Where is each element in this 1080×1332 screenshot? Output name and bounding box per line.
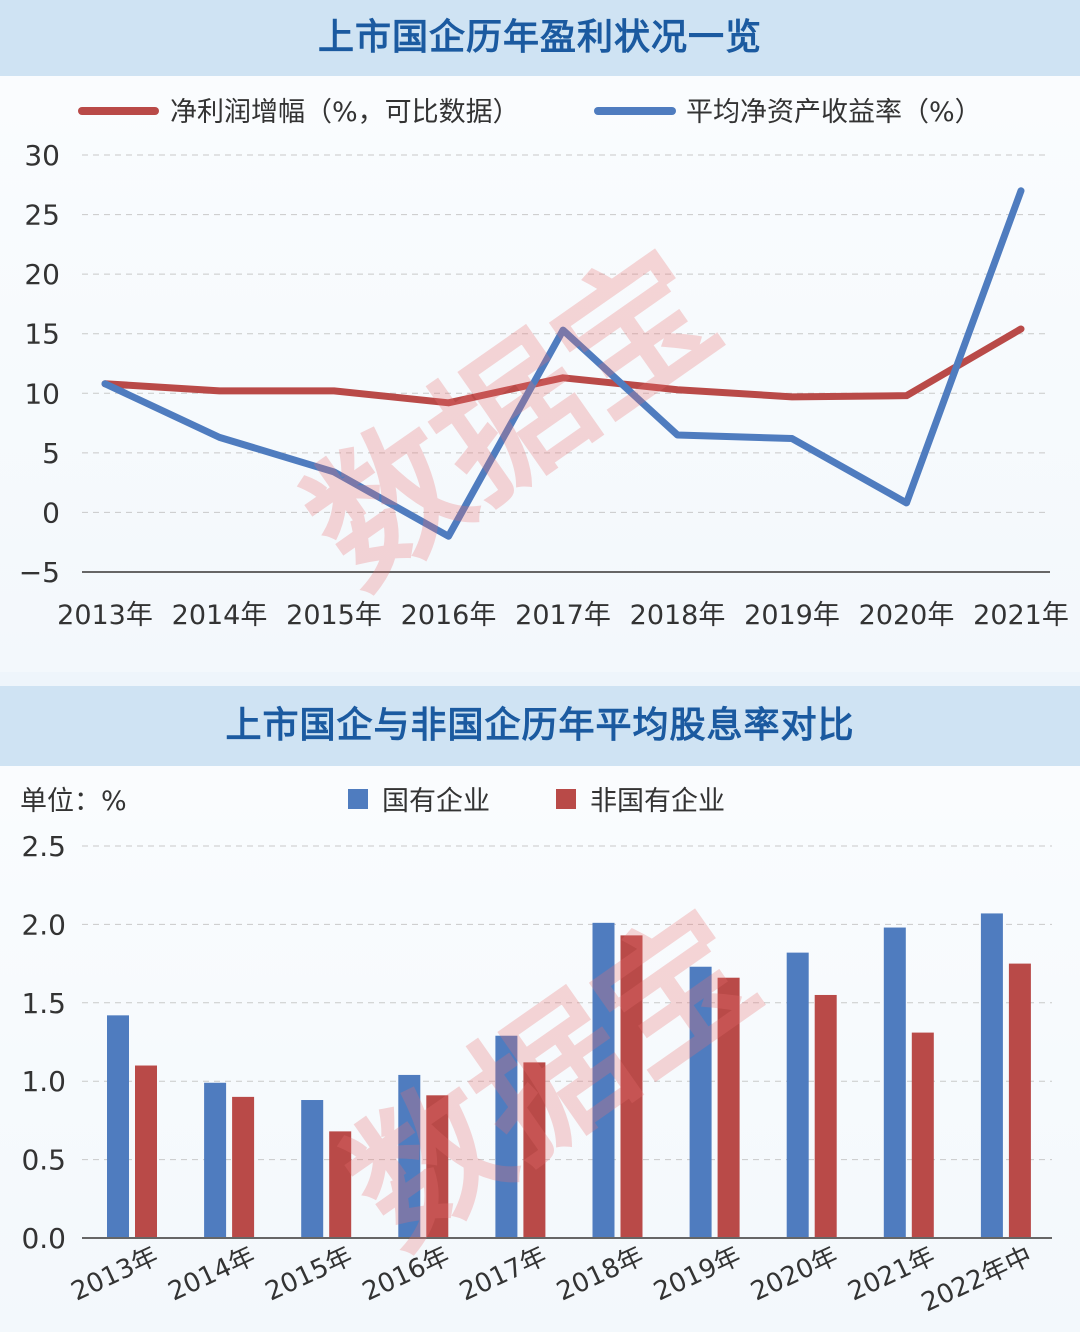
bar-0 [398,1074,421,1238]
y-tick-label: 0 [42,496,60,529]
x-tick-label: 2015年 [261,1241,357,1307]
bar-0 [107,1015,129,1238]
y-tick-label: 20 [24,258,60,291]
legend-label-1: 平均净资产收益率（%） [686,97,982,128]
y-tick-label: 2.0 [21,908,66,941]
dividend-chart-title: 上市国企与非国企历年平均股息率对比 [0,686,1080,766]
x-tick-label: 2016年 [401,600,497,631]
y-tick-label: 25 [24,199,60,232]
x-tick-label: 2014年 [164,1241,260,1307]
bar-1 [717,977,740,1238]
y-tick-label: 15 [24,318,60,351]
bar-0 [204,1082,227,1238]
y-tick-label: 10 [24,377,60,410]
legend-label-1: 非国有企业 [590,786,725,817]
bar-0 [786,952,809,1238]
x-tick-label: 2019年 [649,1241,745,1307]
y-tick-label: 0.0 [21,1222,66,1255]
unit-label: 单位：% [20,786,127,817]
bar-1 [329,1131,352,1238]
legend-swatch-1 [556,789,576,809]
y-tick-label: 2.5 [21,830,66,863]
bar-0 [495,1035,518,1238]
bar-1 [911,1032,934,1238]
x-tick-label: 2017年 [515,600,611,631]
profit-line-chart: 净利润增幅（%，可比数据） 平均净资产收益率（%） 30 25 20 15 10 5 0 −5 20… [19,97,1069,631]
series-line-0 [101,325,1025,407]
profit-chart-title: 上市国企历年盈利状况一览 [0,0,1080,76]
legend-swatch-0 [348,789,368,809]
x-tick-label: 2018年 [630,600,726,631]
bar-1 [523,1062,546,1238]
bar-0 [592,922,615,1238]
bar-0 [301,1100,324,1238]
x-tick-label: 2020年 [859,600,955,631]
x-tick-label: 2013年 [67,1241,163,1307]
profit-chart-panel: 上市国企历年盈利状况一览 净利润增幅（%，可比数据） 平均净资产收益率（%） 30 2… [0,0,1080,672]
legend-label-0: 净利润增幅（%，可比数据） [170,97,520,128]
y-tick-label: 1.5 [21,987,66,1020]
bar-1 [814,994,837,1238]
y-tick-label: −5 [19,556,60,589]
y-tick-label: 1.0 [21,1065,66,1098]
x-tick-label: 2019年 [744,600,840,631]
bar-0 [689,966,712,1238]
bar-1 [135,1065,157,1238]
series-line-1 [101,187,1025,540]
x-tick-label: 2018年 [552,1241,648,1307]
x-tick-label: 2013年 [57,600,153,631]
bar-1 [232,1096,255,1238]
bar-1 [620,935,643,1238]
bar-0 [980,913,1003,1238]
x-tick-label: 2016年 [358,1241,454,1307]
x-tick-label: 2022年中 [917,1241,1037,1318]
y-tick-label: 0.5 [21,1144,66,1177]
dividend-chart-panel: 上市国企与非国企历年平均股息率对比 单位：% 国有企业 非国有企业 2.5 2.0 1.5… [0,686,1080,1332]
x-tick-label: 2014年 [172,600,268,631]
bar-1 [426,1095,449,1238]
x-tick-label: 2017年 [455,1241,551,1307]
y-tick-label: 5 [42,437,60,470]
x-tick-label: 2015年 [286,600,382,631]
legend-label-0: 国有企业 [382,786,490,817]
x-tick-label: 2021年 [973,600,1069,631]
bar-1 [1008,963,1031,1238]
bar-0 [883,927,906,1238]
y-tick-label: 30 [24,139,60,172]
x-tick-label: 2020年 [746,1241,842,1307]
